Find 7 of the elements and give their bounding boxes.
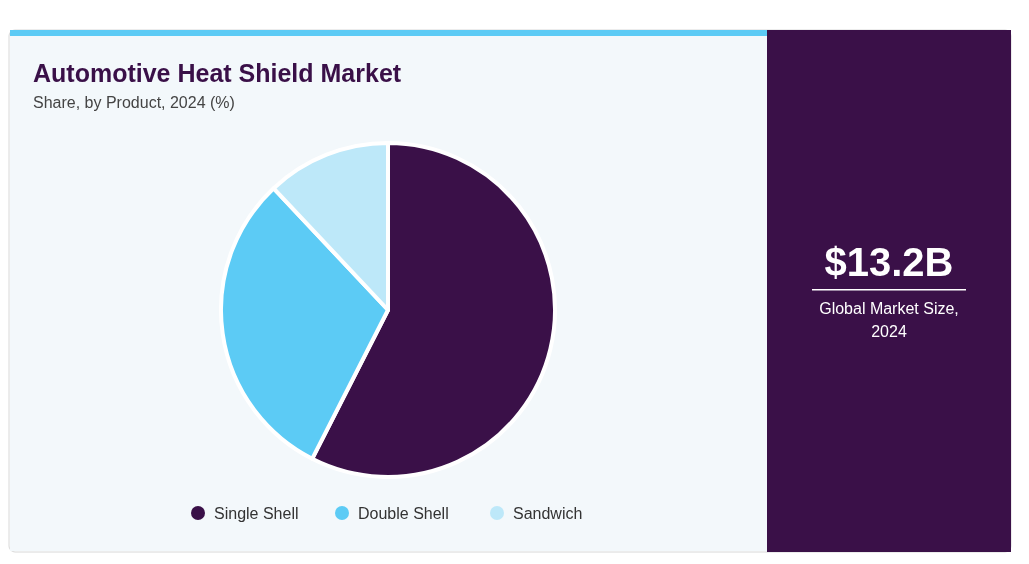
text: $13.2B <box>824 240 954 284</box>
legend-label: Sandwich <box>513 505 583 522</box>
chart-subtitle: Share, by Product, 2024 (%) <box>33 94 235 111</box>
legend-label: Single Shell <box>214 505 299 522</box>
chart-title: Automotive Heat Shield Market <box>33 59 402 87</box>
text: Global Market Size, 2024 <box>819 300 959 340</box>
legend-label: Double Shell <box>358 505 449 522</box>
